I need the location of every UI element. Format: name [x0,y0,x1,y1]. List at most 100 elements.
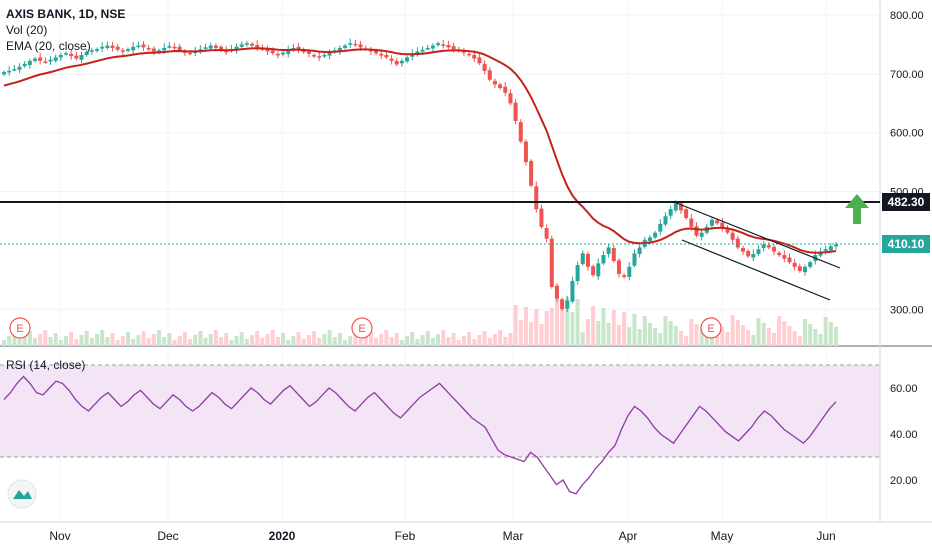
volume-bar [818,334,823,346]
up-arrow-icon [845,194,869,224]
volume-bar [399,340,404,346]
candle [596,258,601,280]
candle [658,219,663,236]
candle [17,63,22,74]
volume-bar [265,334,270,346]
candle [208,42,213,51]
channel-upper-line[interactable] [673,201,841,269]
earnings-marker[interactable]: E [700,317,722,339]
candle [126,47,131,53]
candle [89,47,94,55]
candle [348,38,353,48]
volume-bar [141,331,146,346]
candle [131,42,136,54]
svg-text:482.30: 482.30 [888,195,925,209]
volume-bar [663,316,668,346]
volume-bar [699,329,704,346]
candle [808,260,813,269]
volume-bar [337,333,342,346]
volume-bar [12,332,17,346]
volume-bar [193,335,198,346]
volume-bar [580,332,585,346]
candle [699,229,704,241]
resistance-price-tag: 482.30 [882,193,930,211]
volume-bar [203,338,208,346]
volume-bar [151,334,156,346]
candle [792,259,797,271]
volume-bar [834,327,838,346]
candle [286,45,291,58]
volume-bar [828,322,833,346]
volume-bar [539,324,544,346]
volume-bar [43,330,48,346]
candle [601,250,606,266]
time-tick-label: Mar [503,529,524,543]
volume-bar [430,338,435,346]
volume-bar [348,336,353,346]
candle [389,55,394,65]
volume-legend: Vol (20) [6,23,48,37]
time-axis[interactable]: Nov Dec 2020 Feb Mar Apr May Jun [49,529,835,543]
volume-bar [33,338,38,346]
candle [756,245,761,256]
volume-bars [2,295,838,346]
candle [606,243,611,258]
volume-bar [529,322,534,346]
candle [802,264,807,276]
volume-bar [7,336,12,346]
volume-bar [74,339,79,346]
volume-bar [368,331,373,346]
volume-bar [343,340,348,346]
channel-lower-line[interactable] [681,239,831,301]
candle [27,58,32,69]
candle [477,53,482,66]
time-tick-label: May [711,529,734,543]
volume-bar [735,320,740,346]
volume-bar [131,339,136,346]
chart-legend: AXIS BANK, 1D, NSE Vol (20) EMA (20, clo… [6,6,125,54]
rsi-axis[interactable]: 60.00 40.00 20.00 [890,383,918,487]
volume-bar [157,330,162,346]
candle [523,139,528,166]
svg-text:E: E [358,323,365,335]
svg-text:410.10: 410.10 [888,237,925,251]
candle [725,225,730,235]
candle [312,53,317,58]
volume-bar [575,299,580,346]
volume-bar [188,339,193,346]
volume-bar [766,328,771,346]
volume-bar [89,338,94,346]
candle [95,47,100,53]
candle [580,250,585,266]
svg-text:E: E [16,323,23,335]
price-tick-label: 700.00 [890,69,924,81]
candle [746,249,751,259]
candle [498,82,503,90]
earnings-marker[interactable]: E [9,317,31,339]
volume-bar [58,340,63,346]
candle [627,262,632,281]
candle [337,45,342,56]
volume-bar [446,337,451,346]
volume-bar [813,329,818,346]
candle [720,218,725,232]
volume-bar [622,312,627,346]
volume-bar [482,331,487,346]
candle [487,67,492,82]
candle [79,51,84,64]
volume-bar [177,336,182,346]
volume-bar [678,331,683,346]
volume-bar [224,333,229,346]
volume-bar [22,335,27,346]
volume-bar [172,340,177,346]
tradingview-logo[interactable] [7,479,37,509]
candle [343,43,348,50]
candle [534,181,539,213]
candle [761,240,766,252]
volume-bar [632,314,637,346]
volume-bar [560,310,565,346]
earnings-marker[interactable]: E [351,317,373,339]
